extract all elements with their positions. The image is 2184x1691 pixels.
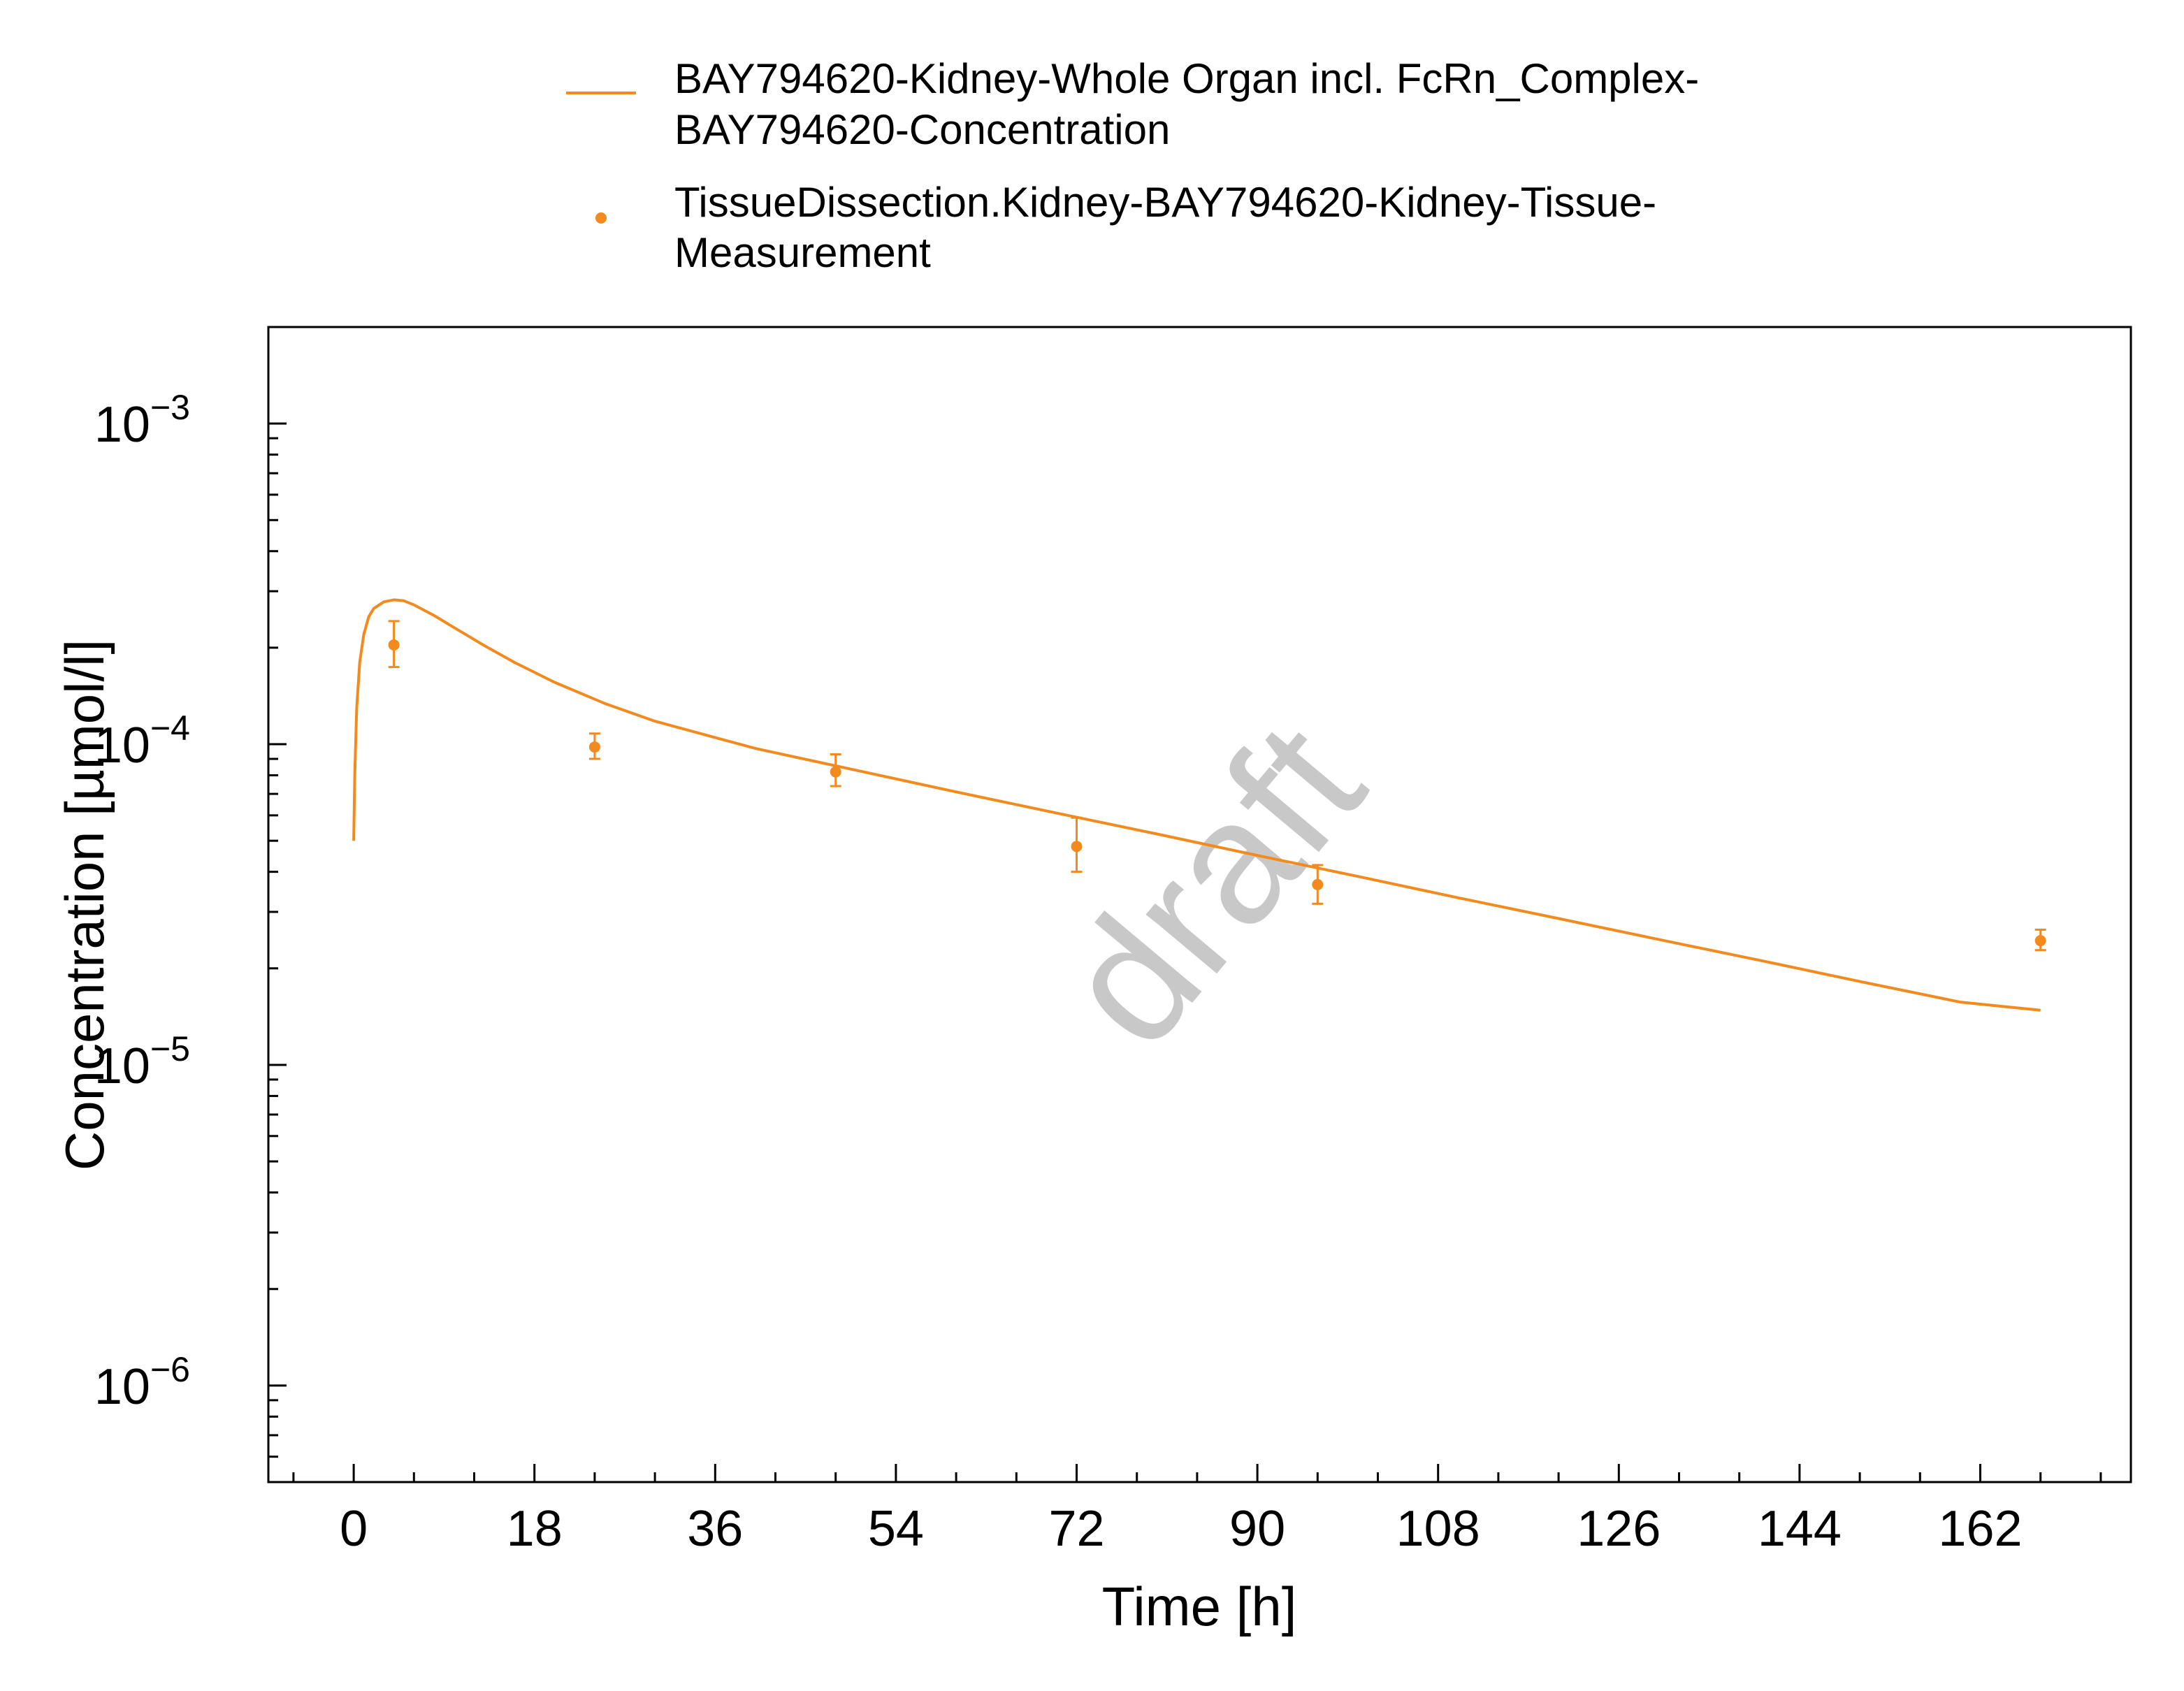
x-tick-label: 162 — [1938, 1501, 2022, 1557]
legend-label-line-2a: TissueDissection.Kidney-BAY794620-Kidney… — [674, 179, 1656, 226]
x-tick-label: 36 — [687, 1501, 743, 1557]
y-tick-label: 10−6 — [94, 1350, 190, 1415]
legend: BAY794620-Kidney-Whole Organ incl. FcRn_… — [566, 55, 1699, 276]
x-tick-label: 126 — [1577, 1501, 1661, 1557]
x-axis-title: Time [h] — [1102, 1576, 1297, 1637]
data-point — [1071, 841, 1083, 852]
legend-label-line-1a: BAY794620-Kidney-Whole Organ incl. FcRn_… — [674, 55, 1699, 102]
x-tick-label: 144 — [1758, 1501, 1842, 1557]
x-tick-label: 108 — [1396, 1501, 1480, 1557]
y-tick-label: 10−3 — [94, 388, 190, 453]
data-point — [588, 741, 600, 753]
x-axis: 0 18 36 54 72 90 108 126 144 162 — [292, 1464, 2102, 1557]
plot-area — [267, 326, 2132, 1483]
data-point — [1312, 878, 1324, 890]
y-axis-title: Concentration [µmol/l] — [54, 639, 115, 1170]
y-axis: 10−6 10−5 10−4 10−3 — [94, 326, 287, 1483]
y-tick-label: 10−5 — [94, 1029, 190, 1094]
data-point — [830, 766, 841, 778]
legend-marker-swatch — [595, 212, 607, 224]
legend-label-line-2b: Measurement — [674, 229, 931, 276]
x-tick-label: 90 — [1229, 1501, 1285, 1557]
x-tick-label: 18 — [507, 1501, 563, 1557]
data-point — [388, 639, 400, 651]
simulation-curve — [352, 598, 2041, 1012]
plot-marks — [352, 598, 2046, 1012]
x-tick-label: 72 — [1048, 1501, 1104, 1557]
data-point — [2034, 935, 2046, 947]
legend-label-line-1b: BAY794620-Concentration — [674, 106, 1170, 153]
y-tick-label: 10−4 — [94, 709, 190, 774]
x-tick-label: 0 — [340, 1501, 368, 1557]
x-tick-label: 54 — [868, 1501, 924, 1557]
